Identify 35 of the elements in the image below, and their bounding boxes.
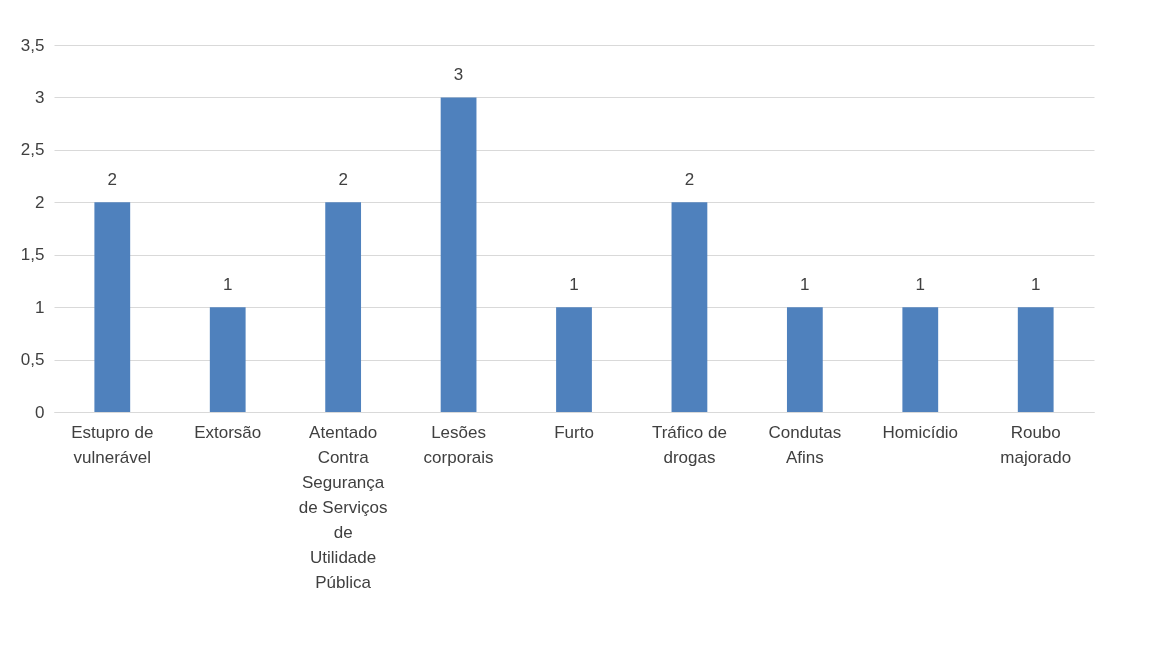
data-label: 2: [684, 170, 695, 190]
x-tick-label: Estupro de vulnerável: [71, 422, 154, 467]
data-label: 2: [338, 170, 348, 190]
x-tick-label: Atentado Contra Segurança de Serviços de Utilidade Pública: [298, 422, 388, 592]
x-tick-label: Furto: [554, 422, 594, 442]
data-label: 2: [107, 170, 118, 190]
x-tick-label: Tráfico de drogas: [651, 422, 727, 467]
bar: [209, 307, 246, 412]
y-tick-label: 1,5: [20, 245, 45, 265]
y-tick-label: 0: [35, 402, 45, 422]
data-label: 1: [569, 275, 579, 295]
bar: [1017, 307, 1054, 412]
bar: [556, 307, 592, 412]
bar: [786, 307, 823, 412]
x-tick-label: Condutas Afins: [768, 422, 842, 467]
y-tick-label: 3: [35, 87, 45, 107]
bar: [94, 202, 131, 412]
data-label: 1: [222, 275, 233, 295]
data-label: 1: [800, 275, 810, 295]
bar: [671, 202, 708, 412]
y-tick-label: 2: [35, 192, 45, 212]
bar: [440, 97, 477, 412]
x-tick-label: Extorsão: [194, 422, 262, 442]
y-tick-label: 0,5: [20, 350, 45, 370]
data-label: 1: [1030, 275, 1041, 295]
bar: [325, 202, 362, 412]
x-tick-label: Lesões corporais: [423, 422, 494, 467]
y-tick-label: 1: [35, 297, 45, 317]
data-label: 1: [915, 275, 926, 295]
x-tick-label: Homicídio: [882, 422, 959, 442]
y-tick-label: 3,5: [20, 35, 45, 55]
y-tick-label: 2,5: [20, 140, 45, 160]
bar: [902, 307, 939, 412]
data-label: 3: [453, 65, 464, 85]
x-tick-label: Roubo majorado: [1000, 422, 1072, 467]
